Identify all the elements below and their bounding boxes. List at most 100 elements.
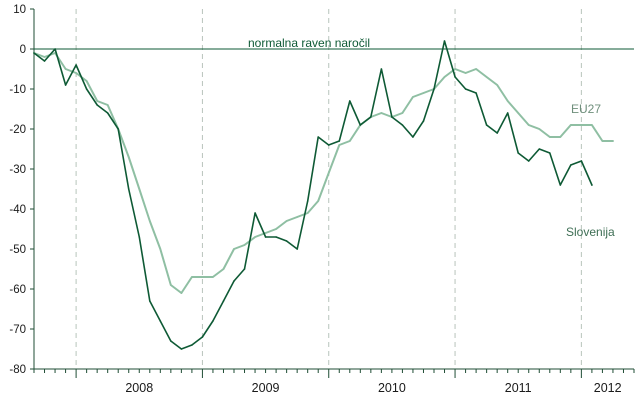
- data-point-slovenija: [559, 184, 562, 186]
- data-point-eu27: [222, 268, 225, 270]
- data-point-eu27: [254, 236, 256, 238]
- data-point-slovenija: [570, 164, 572, 166]
- data-point-slovenija: [138, 236, 141, 238]
- data-point-eu27: [64, 68, 67, 70]
- legend-label-eu27: EU27: [571, 102, 601, 116]
- data-point-slovenija: [159, 320, 162, 322]
- series-line-slovenija: [33, 40, 593, 350]
- data-point-eu27: [349, 140, 351, 142]
- data-point-eu27: [85, 80, 88, 82]
- data-point-eu27: [380, 112, 383, 114]
- data-point-slovenija: [538, 148, 541, 150]
- data-point-eu27: [159, 248, 162, 250]
- data-point-slovenija: [33, 52, 35, 54]
- data-point-eu27: [443, 76, 446, 78]
- data-point-eu27: [527, 124, 530, 126]
- y-tick-label: -60: [9, 284, 26, 296]
- y-tick-label: -40: [9, 204, 26, 216]
- data-point-slovenija: [180, 348, 183, 350]
- data-point-eu27: [306, 212, 309, 214]
- y-tick-label: -50: [9, 244, 26, 256]
- legend-label-slovenija: Slovenija: [566, 225, 615, 239]
- data-point-eu27: [180, 292, 183, 294]
- data-point-eu27: [327, 172, 330, 174]
- x-tick-label: 2011: [505, 381, 532, 395]
- data-point-slovenija: [454, 76, 456, 78]
- data-point-slovenija: [96, 104, 98, 106]
- x-tick-label: 2012: [594, 381, 622, 395]
- data-point-eu27: [106, 104, 109, 106]
- data-point-slovenija: [370, 116, 372, 118]
- data-point-eu27: [475, 68, 477, 70]
- data-point-eu27: [191, 276, 193, 278]
- data-point-eu27: [138, 188, 141, 190]
- x-tick-label: 2008: [125, 381, 153, 395]
- data-point-eu27: [485, 76, 488, 78]
- y-tick-label: -30: [9, 164, 26, 176]
- data-point-slovenija: [212, 320, 214, 322]
- data-point-slovenija: [106, 112, 109, 114]
- data-point-slovenija: [317, 136, 320, 138]
- data-point-eu27: [591, 124, 593, 126]
- data-point-slovenija: [485, 124, 488, 126]
- data-point-eu27: [506, 100, 509, 102]
- data-point-slovenija: [75, 64, 77, 66]
- data-point-slovenija: [591, 184, 593, 186]
- series-line-eu27: [33, 52, 614, 294]
- y-tick-label: -80: [9, 364, 26, 376]
- data-point-slovenija: [85, 88, 88, 90]
- y-tick-label: -70: [9, 324, 26, 336]
- data-point-eu27: [233, 248, 235, 250]
- data-point-slovenija: [233, 280, 235, 282]
- data-point-slovenija: [380, 68, 383, 70]
- data-point-eu27: [401, 112, 404, 114]
- data-point-slovenija: [349, 100, 351, 102]
- data-point-slovenija: [338, 140, 341, 142]
- data-point-slovenija: [401, 124, 404, 126]
- data-point-slovenija: [506, 112, 509, 114]
- data-point-eu27: [43, 56, 46, 58]
- data-point-eu27: [75, 72, 77, 74]
- data-point-slovenija: [391, 116, 393, 118]
- reference-line-label: normalna raven naročil: [248, 36, 370, 50]
- axes: 10 0 -10 -20 -30 -40 -50 -60 -70 -80 2008 2009 2010 2…: [9, 4, 635, 395]
- data-point-slovenija: [243, 268, 246, 270]
- data-point-eu27: [496, 84, 499, 86]
- data-point-slovenija: [306, 200, 309, 202]
- grid: [75, 9, 582, 369]
- data-point-eu27: [549, 136, 551, 138]
- data-point-eu27: [559, 136, 562, 138]
- data-point-eu27: [96, 100, 98, 102]
- data-point-eu27: [601, 140, 604, 142]
- data-point-slovenija: [517, 152, 519, 154]
- data-point-slovenija: [285, 240, 288, 242]
- data-point-slovenija: [264, 236, 267, 238]
- data-point-eu27: [285, 220, 288, 222]
- data-point-eu27: [149, 220, 151, 222]
- data-point-eu27: [243, 244, 246, 246]
- data-point-eu27: [201, 276, 204, 278]
- data-point-eu27: [570, 124, 572, 126]
- data-point-eu27: [517, 112, 519, 114]
- x-tick-label: 2010: [378, 381, 406, 395]
- data-point-slovenija: [54, 48, 56, 50]
- data-point-eu27: [296, 216, 299, 218]
- data-point-eu27: [422, 92, 425, 94]
- data-point-slovenija: [464, 88, 467, 90]
- data-point-slovenija: [127, 188, 130, 190]
- data-point-slovenija: [191, 344, 193, 346]
- series-group: [33, 40, 614, 350]
- data-point-slovenija: [296, 248, 299, 250]
- data-point-eu27: [127, 156, 130, 158]
- data-point-eu27: [538, 128, 541, 130]
- y-tick-label: 10: [13, 4, 26, 16]
- y-tick-label: -20: [9, 124, 26, 136]
- data-point-eu27: [580, 124, 583, 126]
- y-tick-label: 0: [20, 44, 26, 56]
- data-point-eu27: [264, 232, 267, 234]
- data-point-slovenija: [412, 136, 414, 138]
- data-point-slovenija: [149, 300, 151, 302]
- data-point-eu27: [275, 228, 277, 230]
- data-point-slovenija: [117, 128, 119, 130]
